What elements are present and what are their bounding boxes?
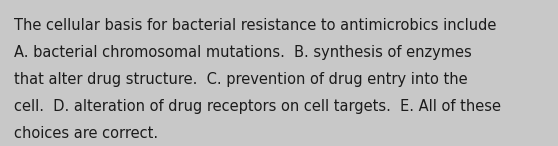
Text: cell.  D. alteration of drug receptors on cell targets.  E. All of these: cell. D. alteration of drug receptors on…	[14, 99, 501, 114]
Text: choices are correct.: choices are correct.	[14, 126, 158, 141]
Text: that alter drug structure.  C. prevention of drug entry into the: that alter drug structure. C. prevention…	[14, 72, 468, 87]
Text: The cellular basis for bacterial resistance to antimicrobics include: The cellular basis for bacterial resista…	[14, 18, 496, 33]
Text: A. bacterial chromosomal mutations.  B. synthesis of enzymes: A. bacterial chromosomal mutations. B. s…	[14, 45, 472, 60]
